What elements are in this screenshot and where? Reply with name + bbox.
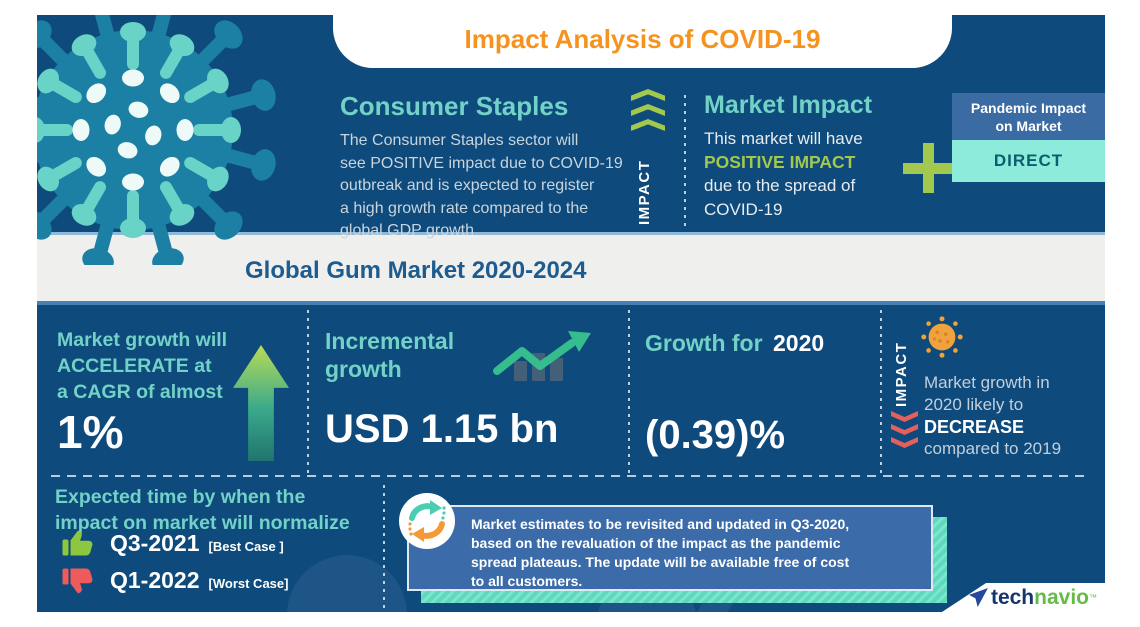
worst-case-quarter: Q1-2022 [110, 567, 200, 593]
horizontal-dashed-divider [51, 475, 1091, 477]
market-impact-highlight: POSITIVE IMPACT [704, 151, 856, 172]
refresh-icon [399, 493, 455, 549]
growth-2020-value: (0.39)% [645, 413, 786, 457]
impact-2020-highlight: DECREASE [924, 417, 1025, 437]
chevron-down-icon [891, 411, 918, 422]
market-impact-line2: due to the spread of COVID-19 [704, 176, 856, 219]
consumer-staples-heading: Consumer Staples [340, 91, 569, 121]
note-text: Market estimates to be revisited and upd… [471, 516, 850, 589]
chevron-down-icon [891, 424, 918, 435]
best-case-quarter: Q3-2021 [110, 530, 200, 556]
market-title-band: Global Gum Market 2020-2024 [37, 232, 1105, 305]
normalize-heading: Expected time by when the impact on mark… [55, 486, 350, 534]
best-case-row: Q3-2021 [Best Case ] [62, 529, 284, 558]
trend-arrow-icon [493, 331, 591, 381]
impact-down-chevrons [891, 411, 918, 450]
impact-vertical-label: IMPACT [636, 159, 653, 225]
plus-icon [903, 143, 953, 193]
impact-up-chevrons [631, 89, 665, 134]
virus-illustration-icon [37, 15, 280, 265]
chevron-down-icon [891, 437, 918, 448]
main-panel: Consumer Staples The Consumer Staples se… [37, 15, 1105, 612]
logo-text-navio: navio [1034, 585, 1089, 609]
thumbs-up-icon [62, 530, 93, 556]
pandemic-impact-title: Pandemic Impact on Market [952, 93, 1105, 140]
header-title: Impact Analysis of COVID-19 [464, 23, 821, 54]
incremental-growth-value: USD 1.15 bn [325, 407, 559, 451]
header-banner: Impact Analysis of COVID-19 [333, 0, 952, 68]
market-impact-section: Market Impact This market will have POSI… [704, 91, 872, 221]
worst-case-label: [Worst Case] [208, 575, 289, 591]
consumer-staples-section: Consumer Staples The Consumer Staples se… [340, 91, 623, 243]
note-box: Market estimates to be revisited and upd… [407, 505, 933, 591]
incremental-growth-label: Incremental growth [325, 328, 455, 382]
growth-2020-label: Growth for [645, 330, 763, 356]
impact-2020-line2: compared to 2019 [924, 439, 1062, 458]
cagr-value: 1% [57, 406, 124, 458]
vertical-dotted-divider [383, 485, 385, 612]
chevron-up-icon [631, 119, 665, 131]
virus-icon [921, 316, 963, 358]
best-case-label: [Best Case ] [208, 538, 284, 554]
vertical-dotted-divider [628, 310, 630, 478]
market-impact-heading: Market Impact [704, 91, 873, 119]
impact-vertical-label: IMPACT [893, 341, 910, 407]
market-impact-line1: This market will have [704, 129, 863, 148]
chevron-up-icon [631, 104, 665, 116]
vertical-dotted-divider [880, 310, 882, 478]
cagr-label: Market growth will ACCELERATE at a CAGR … [57, 329, 228, 403]
technavio-arrow-icon [968, 588, 988, 607]
pandemic-impact-value: DIRECT [952, 140, 1105, 182]
vertical-dotted-divider [307, 310, 309, 478]
logo-text-tech: tech [990, 585, 1035, 609]
consumer-staples-body: The Consumer Staples sector will see POS… [340, 132, 623, 239]
impact-2020-line1: Market growth in 2020 likely to [924, 373, 1050, 414]
vertical-dotted-divider [684, 95, 686, 228]
pandemic-impact-box: Pandemic Impact on Market DIRECT [952, 93, 1105, 182]
logo-trademark: ™ [1089, 593, 1097, 602]
thumbs-down-icon [62, 568, 93, 594]
up-arrow-icon [233, 345, 289, 461]
chevron-up-icon [631, 89, 665, 101]
brand-footer: tech navio ™ [942, 583, 1105, 612]
virus-silhouette [287, 555, 407, 612]
worst-case-row: Q1-2022 [Worst Case] [62, 566, 288, 595]
growth-2020-year: 2020 [773, 330, 825, 356]
page-title: Global Gum Market 2020-2024 [245, 257, 587, 284]
